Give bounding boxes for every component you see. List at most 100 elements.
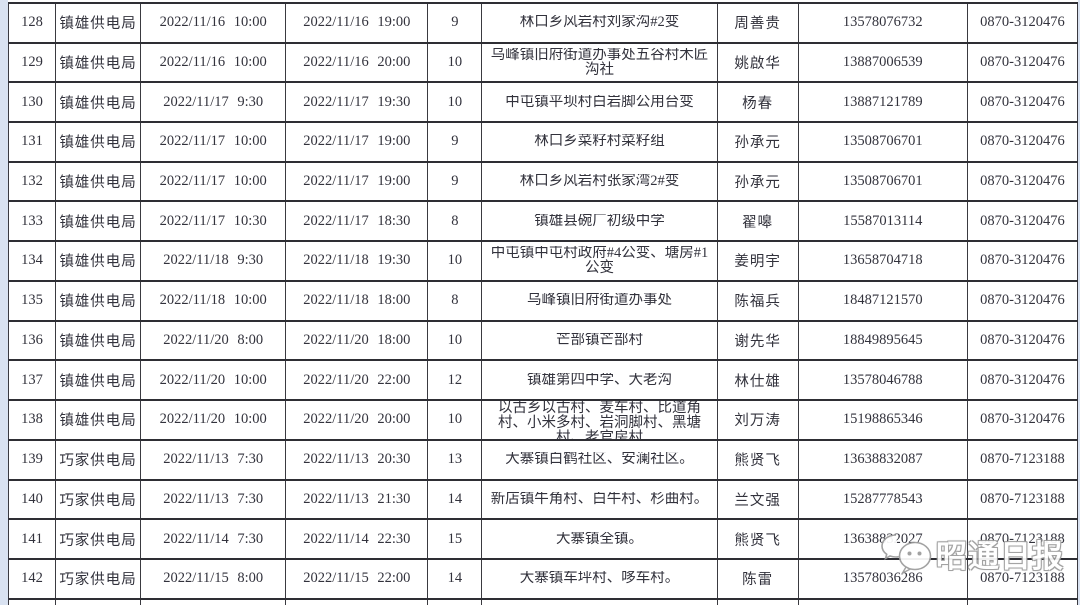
- cell-start: 2022/11/14 7:30: [140, 519, 287, 560]
- cell-no: 136: [8, 320, 57, 362]
- cell-start: 2022/11/18 10:00: [140, 280, 287, 322]
- cell-start: 2022/11/20 10:00: [140, 399, 287, 441]
- cell-contact: 兰文强: [717, 479, 799, 521]
- cell-contact: 熊贤飞: [717, 519, 799, 560]
- cell-start: 2022/11/20 10:00: [140, 360, 287, 401]
- cell-phone: 0870-3120476: [967, 201, 1078, 243]
- cell-start: 2022/11/13 7:30: [140, 439, 287, 481]
- cell-area: 以古乡以古村、麦车村、比道角村、小米多村、岩洞脚村、黑塘村、老官房村: [481, 399, 718, 441]
- cell-end: 2022/11/17 19:00: [285, 161, 429, 203]
- cell-mobile: 13508706701: [798, 122, 968, 163]
- cell-bureau: 镇雄供电局: [55, 320, 142, 362]
- cell-bureau: 巧家供电局: [55, 519, 142, 560]
- cell-phone: 0870-3120476: [967, 161, 1078, 203]
- cell-end: 2022/11/17 19:00: [285, 122, 429, 163]
- cell-contact: 熊贤飞: [717, 439, 799, 481]
- area-text: 芒部镇芒部村: [556, 332, 644, 348]
- cell-hours: 10: [427, 241, 483, 282]
- table-row: 130 镇雄供电局 2022/11/17 9:30 2022/11/17 19:30 1…: [8, 82, 1078, 124]
- cell-no: 128: [8, 3, 57, 44]
- cell-area: 中屯镇平坝村白岩脚公用台变: [481, 82, 718, 124]
- cell-mobile: 15287778543: [798, 479, 968, 521]
- cell-no: 141: [8, 519, 57, 560]
- cell-contact: 陈雷: [717, 558, 799, 600]
- cell-no: 132: [8, 161, 57, 203]
- table-row: 139 巧家供电局 2022/11/13 7:30 2022/11/13 20:30 1…: [8, 439, 1078, 481]
- outage-table: 128 镇雄供电局 2022/11/16 10:00 2022/11/16 19:00…: [8, 2, 1078, 605]
- cell-contact: 孙承元: [717, 161, 799, 203]
- cell-area: 林口乡风岩村张家湾2#变: [481, 161, 718, 203]
- cell-no: 135: [8, 280, 57, 322]
- cell-empty: [798, 598, 968, 605]
- cell-hours: 10: [427, 42, 483, 84]
- area-text: 中屯镇平坝村白岩脚公用台变: [505, 94, 694, 110]
- cell-hours: 15: [427, 519, 483, 560]
- cell-area: 大寨镇白鹤社区、安澜社区。: [481, 439, 718, 481]
- cell-phone: 0870-3120476: [967, 122, 1078, 163]
- cell-end: 2022/11/18 19:30: [285, 241, 429, 282]
- cell-end: 2022/11/16 20:00: [285, 42, 429, 84]
- area-text: 大寨镇全镇。: [556, 531, 644, 547]
- cell-end: 2022/11/17 19:30: [285, 82, 429, 124]
- cell-area: 乌峰镇旧府街道办事处五谷村木匠沟社: [481, 42, 718, 84]
- cell-empty: [717, 598, 799, 605]
- cell-empty: [8, 598, 57, 605]
- cell-start: 2022/11/16 10:00: [140, 42, 287, 84]
- cell-end: 2022/11/13 21:30: [285, 479, 429, 521]
- cell-phone: 0870-7123188: [967, 519, 1078, 560]
- cell-area: 新店镇牛角村、白牛村、杉曲村。: [481, 479, 718, 521]
- cell-area: 镇雄第四中学、大老沟: [481, 360, 718, 401]
- area-text: 乌峰镇旧府街道办事处: [527, 293, 673, 309]
- cell-bureau: 镇雄供电局: [55, 399, 142, 441]
- cell-area: 中屯镇中屯村政府#4公变、塘房#1公变: [481, 241, 718, 282]
- cell-bureau: 巧家供电局: [55, 558, 142, 600]
- cell-contact: 周善贵: [717, 3, 799, 44]
- cell-start: 2022/11/17 10:00: [140, 122, 287, 163]
- cell-empty: [427, 598, 483, 605]
- table-row: 129 镇雄供电局 2022/11/16 10:00 2022/11/16 20:00…: [8, 42, 1078, 84]
- cell-bureau: 巧家供电局: [55, 479, 142, 521]
- cell-bureau: 镇雄供电局: [55, 241, 142, 282]
- cell-mobile: 13887006539: [798, 42, 968, 84]
- cell-empty: [55, 598, 142, 605]
- cell-no: 137: [8, 360, 57, 401]
- area-text: 中屯镇中屯村政府#4公变、塘房#1公变: [490, 245, 709, 276]
- cell-mobile: 18849895645: [798, 320, 968, 362]
- table-row: 138 镇雄供电局 2022/11/20 10:00 2022/11/20 20:00…: [8, 399, 1078, 441]
- cell-end: 2022/11/17 18:30: [285, 201, 429, 243]
- cell-contact: 翟嗥: [717, 201, 799, 243]
- cell-end: 2022/11/20 20:00: [285, 399, 429, 441]
- cell-hours: 8: [427, 280, 483, 322]
- table-row: 135 镇雄供电局 2022/11/18 10:00 2022/11/18 18:00…: [8, 280, 1078, 322]
- cell-no: 133: [8, 201, 57, 243]
- area-text: 林口乡风岩村张家湾2#变: [519, 174, 680, 190]
- cell-bureau: 镇雄供电局: [55, 42, 142, 84]
- cell-start: 2022/11/18 9:30: [140, 241, 287, 282]
- cell-no: 142: [8, 558, 57, 600]
- cell-area: 大寨镇全镇。: [481, 519, 718, 560]
- area-text: 镇雄县碗厂初级中学: [534, 213, 665, 229]
- cell-mobile: 18487121570: [798, 280, 968, 322]
- cell-no: 131: [8, 122, 57, 163]
- cell-mobile: 15198865346: [798, 399, 968, 441]
- area-text: 新店镇牛角村、白牛村、杉曲村。: [490, 491, 709, 507]
- cell-empty: [285, 598, 429, 605]
- cell-hours: 14: [427, 558, 483, 600]
- cell-phone: 0870-7123188: [967, 479, 1078, 521]
- cell-phone: 0870-3120476: [967, 320, 1078, 362]
- cell-phone: 0870-3120476: [967, 360, 1078, 401]
- table-row: 134 镇雄供电局 2022/11/18 9:30 2022/11/18 19:30 1…: [8, 241, 1078, 282]
- table-row: 142 巧家供电局 2022/11/15 8:00 2022/11/15 22:00 1…: [8, 558, 1078, 600]
- cell-mobile: 13508706701: [798, 161, 968, 203]
- cell-contact: 刘万涛: [717, 399, 799, 441]
- cell-start: 2022/11/20 8:00: [140, 320, 287, 362]
- cell-empty: [140, 598, 287, 605]
- cell-area: 林口乡风岩村刘家沟#2变: [481, 3, 718, 44]
- cell-end: 2022/11/20 22:00: [285, 360, 429, 401]
- cell-phone: 0870-3120476: [967, 241, 1078, 282]
- cell-start: 2022/11/17 10:00: [140, 161, 287, 203]
- cell-empty: [967, 598, 1078, 605]
- cell-end: 2022/11/15 22:00: [285, 558, 429, 600]
- cell-no: 129: [8, 42, 57, 84]
- cell-hours: 9: [427, 122, 483, 163]
